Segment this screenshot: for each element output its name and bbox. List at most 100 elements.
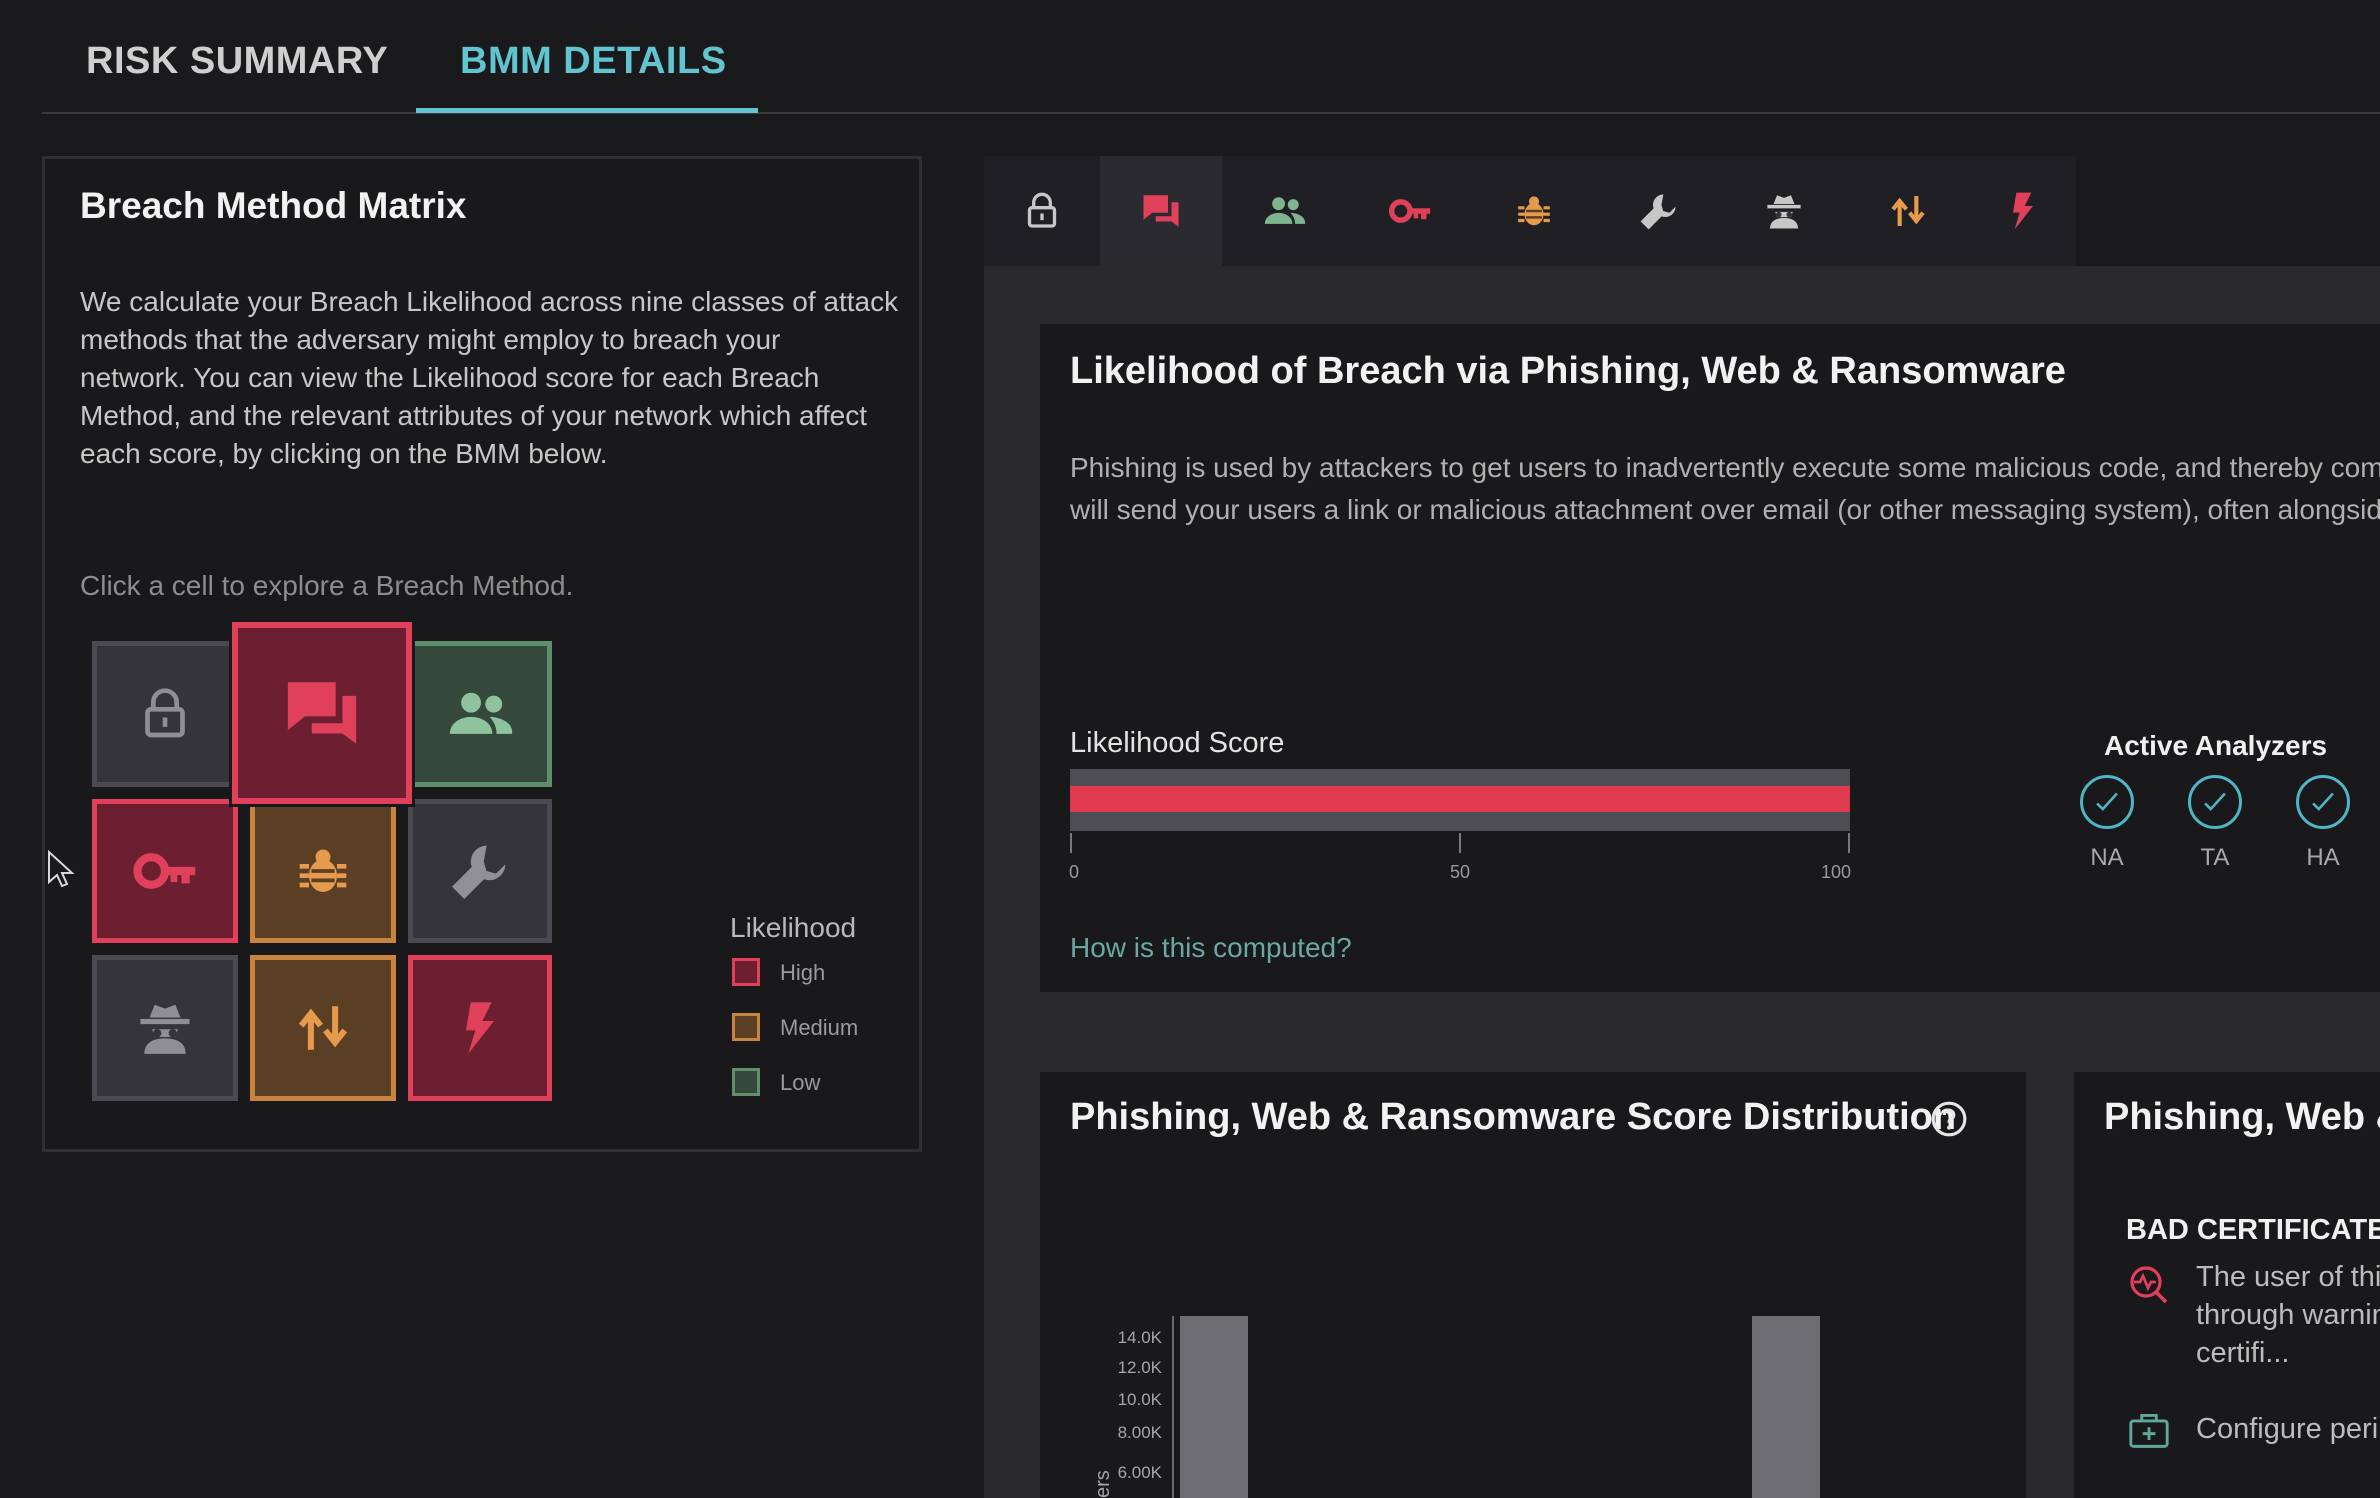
check-icon <box>2090 785 2124 819</box>
key-icon <box>1388 189 1432 233</box>
analyzer-na-status <box>2080 775 2134 829</box>
description-line: each score, by clicking on the BMM below… <box>80 438 608 469</box>
y-tick-label: 12.0K <box>1117 1358 1162 1377</box>
lock-icon <box>1022 191 1062 231</box>
toolbar-lock-button[interactable] <box>984 156 1100 266</box>
description-line: network. You can view the Likelihood sco… <box>80 362 820 393</box>
bmm-cell-lock[interactable] <box>92 641 238 787</box>
legend-label-medium: Medium <box>780 1015 859 1040</box>
analyzer-ha-status <box>2296 775 2350 829</box>
swap-arrows-icon <box>1888 191 1928 231</box>
legend-label-high: High <box>780 960 826 985</box>
chat-icon <box>1140 190 1182 232</box>
bmm-cell-spy[interactable] <box>92 955 238 1101</box>
panel-title: Breach Method Matrix <box>80 185 467 226</box>
analyzer-label: TA <box>2200 844 2230 871</box>
description-line: Phishing is used by attackers to get use… <box>1070 452 2380 483</box>
likelihood-card <box>1040 324 2380 992</box>
histogram-bar <box>1180 1316 1248 1498</box>
bug-icon <box>1515 192 1553 230</box>
medkit-icon <box>2129 1414 2169 1448</box>
breach-method-toolbar <box>984 156 2076 266</box>
tick-mark <box>1459 833 1461 853</box>
description-line: methods that the adversary might employ … <box>80 324 781 355</box>
spy-icon <box>1763 190 1805 232</box>
panel-description: We calculate your Breach Likelihood acro… <box>80 283 900 473</box>
y-axis-label: ers <box>1092 1470 1114 1498</box>
bmm-cell-chat-selected[interactable] <box>232 622 412 804</box>
matrix-hint: Click a cell to explore a Breach Method. <box>80 570 574 601</box>
distribution-card-title: Phishing, Web & Ransomware Score Distrib… <box>1070 1096 1957 1138</box>
legend-swatch-low <box>732 1068 760 1096</box>
bmm-cell-key[interactable] <box>92 799 238 943</box>
tick-label: 50 <box>1449 862 1471 882</box>
legend-label-low: Low <box>780 1070 821 1095</box>
toolbar-bolt-button[interactable] <box>1970 156 2076 266</box>
active-tab-indicator <box>416 108 758 113</box>
bmm-cell-swap[interactable] <box>250 955 396 1101</box>
bmm-cell-bolt[interactable] <box>408 955 552 1101</box>
help-circle-icon[interactable] <box>1930 1100 1968 1138</box>
lock-icon <box>137 686 193 742</box>
histogram-bar <box>1752 1316 1820 1498</box>
wrench-icon <box>1638 190 1680 232</box>
tick-mark <box>1848 833 1850 853</box>
analyzer-label: HA <box>2306 844 2340 871</box>
legend-swatch-high <box>732 958 760 986</box>
toolbar-key-button[interactable] <box>1348 156 1472 266</box>
bmm-cell-wrench[interactable] <box>408 799 552 943</box>
toolbar-users-button[interactable] <box>1222 156 1348 266</box>
description-line: The user of this <box>2196 1261 2380 1293</box>
analyzer-label: NA <box>2090 844 2124 871</box>
description-line: Method, and the relevant attributes of y… <box>80 400 868 431</box>
bad-certificate-title: BAD CERTIFICATE C <box>2126 1214 2380 1246</box>
tab-bmm-details[interactable]: BMM DETAILS <box>460 40 727 82</box>
tab-risk-summary[interactable]: RISK SUMMARY <box>86 40 389 82</box>
side-card-title: Phishing, Web & <box>2104 1096 2380 1138</box>
bmm-cell-users[interactable] <box>410 641 552 787</box>
bad-certificate-description: The user of this through warnin certifi.… <box>2196 1258 2380 1372</box>
users-icon <box>447 680 515 748</box>
chat-icon <box>281 672 363 754</box>
likelihood-score-fill <box>1070 786 1850 812</box>
y-tick-label: 10.0K <box>1117 1390 1162 1409</box>
check-icon <box>2306 785 2340 819</box>
tick-mark <box>1070 833 1072 853</box>
side-card <box>2074 1072 2380 1498</box>
y-axis-line <box>1172 1316 1174 1498</box>
bmm-cell-bug[interactable] <box>250 799 396 943</box>
toolbar-chat-button[interactable] <box>1100 156 1222 266</box>
y-tick-label: 8.00K <box>1117 1423 1162 1442</box>
users-icon <box>1263 189 1307 233</box>
tick-label: 0 <box>1068 862 1080 882</box>
spy-icon <box>134 997 196 1059</box>
legend-title: Likelihood <box>730 912 857 943</box>
configure-action-link[interactable]: Configure perin <box>2196 1413 2380 1445</box>
toolbar-swap-button[interactable] <box>1846 156 1970 266</box>
key-icon <box>132 838 198 904</box>
toolbar-spy-button[interactable] <box>1722 156 1846 266</box>
y-tick-label: 6.00K <box>1117 1463 1162 1482</box>
toolbar-wrench-button[interactable] <box>1596 156 1722 266</box>
bug-icon <box>295 843 351 899</box>
mouse-cursor-icon <box>48 850 75 888</box>
legend-swatch-medium <box>732 1013 760 1041</box>
description-line: certifi... <box>2196 1337 2290 1369</box>
tabs-divider <box>42 112 2380 114</box>
description-line: We calculate your Breach Likelihood acro… <box>80 286 899 317</box>
tick-label: 100 <box>1820 862 1852 882</box>
likelihood-card-title: Likelihood of Breach via Phishing, Web &… <box>1070 350 2066 392</box>
how-computed-link[interactable]: How is this computed? <box>1070 932 1352 963</box>
swap-arrows-icon <box>294 999 352 1057</box>
active-analyzers-title: Active Analyzers <box>2104 730 2328 761</box>
bolt-icon <box>452 1000 508 1056</box>
analyzer-ta-status <box>2188 775 2242 829</box>
description-line: through warnin <box>2196 1299 2380 1331</box>
search-pulse-icon <box>2130 1266 2168 1304</box>
y-tick-label: 14.0K <box>1117 1328 1162 1347</box>
check-icon <box>2198 785 2232 819</box>
description-line: will send your users a link or malicious… <box>1070 494 2380 525</box>
toolbar-bug-button[interactable] <box>1472 156 1596 266</box>
likelihood-card-description: Phishing is used by attackers to get use… <box>1070 447 2380 531</box>
likelihood-score-label: Likelihood Score <box>1070 727 1285 759</box>
